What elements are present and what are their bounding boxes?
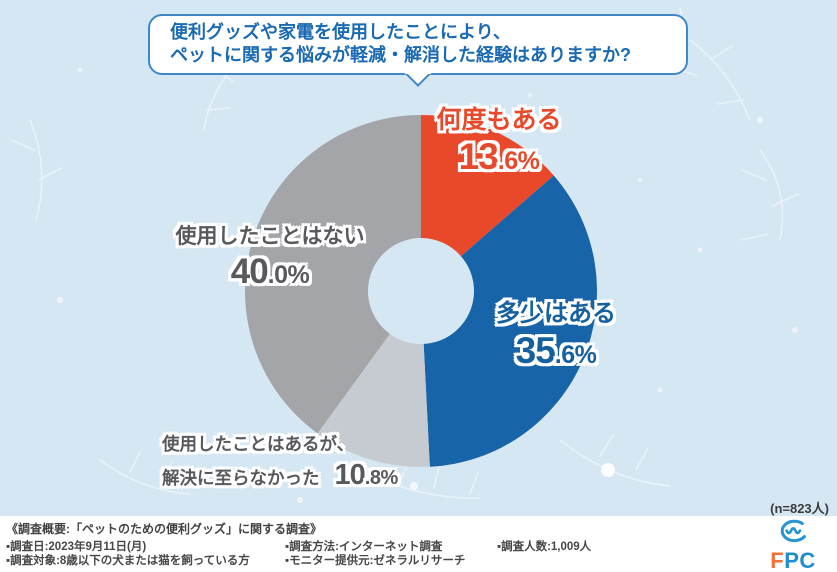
slice-label-kaiketsu-ni-itaranakatta: 使用したことはあるが、 解決に至らなかった 10.8%: [162, 432, 462, 491]
survey-target: ▪調査対象:8歳以下の犬または猫を飼っている方: [6, 555, 250, 567]
survey-date: ▪調査日:2023年9月11日(月): [6, 541, 147, 553]
slice-label-nandomo-aru: 何度もある 13.6%: [420, 106, 578, 175]
survey-overview-heading: 《調査概要:「ペットのための便利グッズ」に関する調査》: [6, 522, 322, 536]
survey-footer: 《調査概要:「ペットのための便利グッズ」に関する調査》 ▪調査日:2023年9月…: [0, 516, 837, 572]
question-line-2: ペットに関する悩みが軽減・解消した経験はありますか?: [170, 45, 631, 65]
slice-label-value: 10.8%: [334, 459, 399, 491]
slice-label-text-line1: 使用したことはあるが、: [162, 434, 355, 454]
logo-letter: F: [770, 548, 785, 572]
fpc-logo: FPC: [757, 518, 829, 572]
sample-size-note: (n=823人): [770, 501, 829, 516]
pie-slice-0: [421, 115, 554, 257]
slice-label-tashou-wa-aru: 多少はある 35.6%: [472, 300, 640, 369]
survey-respondents: ▪調査人数:1,009人: [497, 541, 592, 553]
pie-slice-1: [423, 175, 598, 467]
pie-slice-3: [244, 115, 421, 434]
slice-label-text: 何度もある: [436, 106, 562, 134]
logo-letter: C: [799, 548, 816, 572]
fpc-logo-text: FPC: [757, 550, 829, 572]
slice-label-value: 13.6%: [458, 136, 540, 177]
slice-label-text: 多少はある: [496, 300, 616, 327]
slice-label-value: 40.0%: [230, 252, 310, 291]
logo-letter: P: [784, 548, 800, 572]
pie-slice-2: [317, 333, 430, 468]
question-line-1: 便利グッズや家電を使用したことにより、: [170, 22, 511, 42]
slice-label-shiyou-shita-koto-wa-nai: 使用したことはない 40.0%: [172, 224, 368, 289]
slice-label-value: 35.6%: [515, 330, 597, 371]
survey-method: ▪調査方法:インターネット調査: [285, 541, 443, 553]
fpc-swirl-icon: [780, 519, 806, 543]
question-bubble: 便利グッズや家電を使用したことにより、 ペットに関する悩みが軽減・解消した経験は…: [148, 14, 688, 87]
slice-label-text-line2: 解決に至らなかった: [162, 468, 320, 488]
slice-label-text: 使用したことはない: [175, 225, 365, 248]
survey-monitor: ▪モニター提供元:ゼネラルリサーチ: [285, 555, 466, 567]
